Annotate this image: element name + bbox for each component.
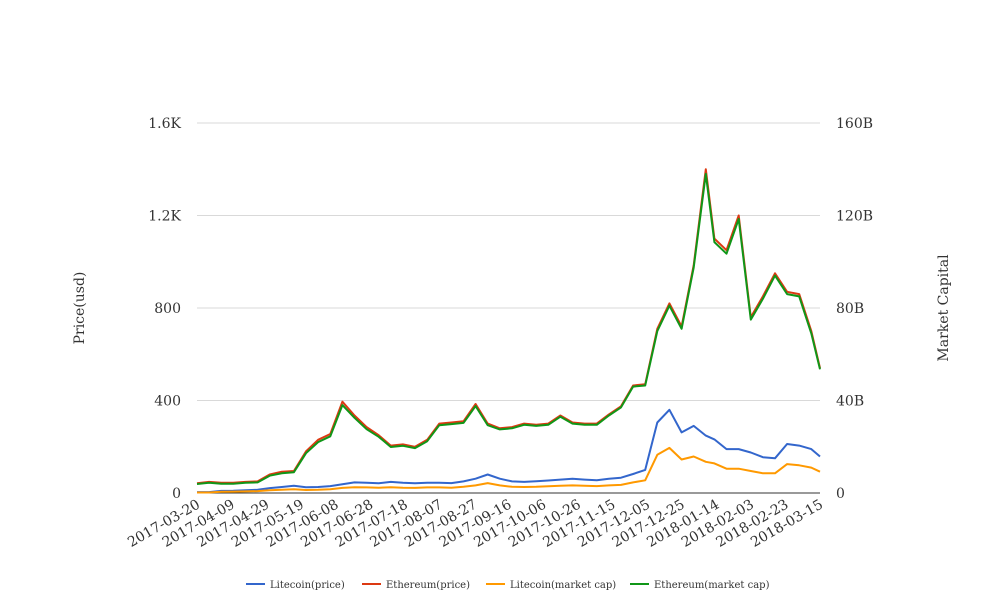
series-lines	[196, 168, 821, 494]
y-tick-label-right: 40B	[836, 394, 864, 410]
y-axis-right-ticks: 0 40B 80B 120B 160B	[836, 116, 873, 502]
legend-label: Ethereum(market cap)	[654, 580, 770, 591]
y-tick-label-left: 0	[172, 486, 181, 502]
legend-label: Ethereum(price)	[386, 580, 470, 591]
y-axis-right-title: Market Capital	[936, 254, 952, 362]
y-tick-label-right: 0	[836, 486, 845, 502]
y-tick-label-right: 120B	[836, 209, 873, 225]
series-line-1	[196, 168, 821, 485]
legend-label: Litecoin(market cap)	[510, 580, 616, 591]
y-axis-left-title: Price(usd)	[72, 272, 88, 345]
y-tick-label-right: 160B	[836, 116, 873, 132]
series-line-0	[197, 408, 821, 494]
y-tick-label-left: 400	[154, 394, 181, 410]
grid-lines	[197, 122, 820, 494]
y-tick-label-left: 1.2K	[148, 209, 181, 225]
y-tick-label-right: 80B	[836, 301, 864, 317]
legend-label: Litecoin(price)	[270, 580, 345, 591]
y-tick-label-left: 800	[154, 301, 181, 317]
y-tick-label-left: 1.6K	[148, 116, 181, 132]
x-axis-ticks: 2017-03-202017-04-092017-04-292017-05-19…	[125, 497, 826, 551]
y-axis-left-ticks: 0 400 800 1.2K 1.6K	[148, 116, 181, 502]
series-line-3	[196, 172, 821, 485]
series-line-2	[197, 446, 821, 494]
legend: Litecoin(price) Ethereum(price) Litecoin(m…	[246, 580, 770, 591]
